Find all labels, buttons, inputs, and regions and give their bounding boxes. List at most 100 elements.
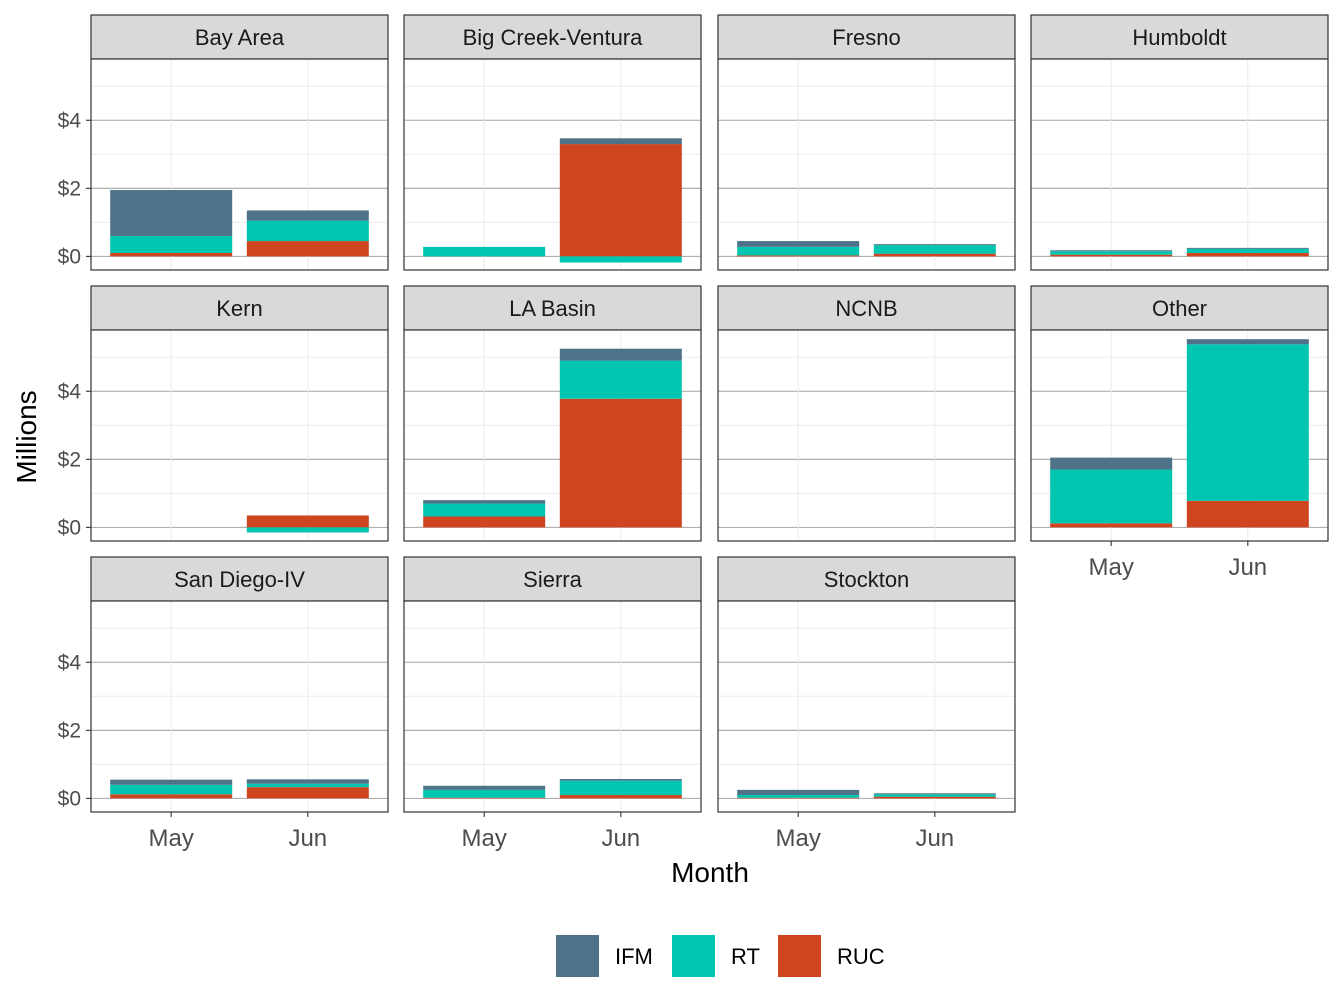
bar-big-creek-ventura-jun-ifm — [559, 138, 682, 145]
y-tick-label: $4 — [58, 109, 82, 132]
bar-humboldt-jun-ifm — [1186, 247, 1309, 249]
facet-stockton: Stockton May Jun — [717, 556, 1016, 852]
bar-san-diego-iv-may-rt — [110, 784, 233, 795]
bar-other-may-rt — [1050, 469, 1173, 524]
panel-background — [404, 601, 701, 812]
bar-sierra-jun-ifm — [559, 778, 682, 781]
legend-label-rt: RT — [731, 944, 760, 969]
panel-border — [717, 329, 1016, 542]
legend-label-ruc: RUC — [837, 944, 885, 969]
panel-border — [90, 58, 389, 271]
facet-sierra: Sierra May Jun — [403, 556, 702, 852]
bar-big-creek-ventura-jun-rt — [559, 256, 682, 263]
bar-big-creek-ventura-jun-ruc — [559, 144, 682, 257]
bar-other-may-ifm — [1050, 457, 1173, 470]
facet-title: Fresno — [832, 25, 900, 50]
panel-border — [90, 329, 389, 542]
bar-kern-jun-ruc — [246, 515, 369, 528]
y-tick-label: $4 — [58, 651, 82, 674]
facet-san-diego-iv: San Diego-IV $0 $2 $4 May Jun — [58, 556, 389, 852]
x-tick-label: May — [776, 825, 821, 852]
panel-border — [90, 600, 389, 813]
bar-fresno-may-ifm — [737, 241, 860, 247]
legend-swatch-ruc — [778, 935, 821, 977]
panel-background — [718, 330, 1015, 541]
panel-background — [718, 59, 1015, 270]
bar-fresno-jun-rt — [873, 245, 996, 254]
y-tick-label: $0 — [58, 245, 81, 268]
y-tick-label: $4 — [58, 380, 82, 403]
bar-bay-area-may-rt — [110, 235, 233, 253]
bar-fresno-may-ruc — [737, 255, 860, 257]
bar-stockton-jun-ifm — [873, 793, 996, 795]
bar-other-may-ruc — [1050, 523, 1173, 528]
facet-title: Kern — [216, 296, 262, 321]
bar-humboldt-jun-rt — [1186, 248, 1309, 253]
y-tick-label: $0 — [58, 516, 81, 539]
facet-strip — [1030, 285, 1329, 331]
bar-sierra-jun-rt — [559, 780, 682, 795]
facet-ncnb: NCNB — [717, 285, 1016, 542]
bar-sierra-may-ruc — [423, 797, 546, 799]
bar-humboldt-may-ifm — [1050, 250, 1173, 252]
facet-strip — [403, 14, 702, 60]
facet-strip — [90, 285, 389, 331]
facet-bay-area: Bay Area $0 $2 $4 — [58, 14, 389, 271]
facet-strip — [717, 285, 1016, 331]
panel-border — [403, 58, 702, 271]
facet-strip — [1030, 14, 1329, 60]
facet-kern: Kern $0 $2 $4 — [58, 285, 389, 542]
bar-la-basin-jun-ruc — [559, 398, 682, 528]
bar-fresno-may-rt — [737, 246, 860, 256]
panel-background — [91, 601, 388, 812]
facet-strip — [90, 14, 389, 60]
facet-title: Big Creek-Ventura — [463, 25, 644, 50]
panel-border — [403, 600, 702, 813]
bar-humboldt-may-ruc — [1050, 254, 1173, 257]
bar-stockton-jun-ruc — [873, 796, 996, 799]
panel-border — [1030, 58, 1329, 271]
bar-san-diego-iv-jun-ruc — [246, 787, 369, 799]
bar-kern-jun-rt — [246, 527, 369, 533]
x-tick-label: May — [1089, 554, 1134, 581]
bar-other-jun-ruc — [1186, 500, 1309, 528]
y-tick-label: $0 — [58, 787, 81, 810]
facet-title: Humboldt — [1132, 25, 1226, 50]
bar-other-jun-ifm — [1186, 339, 1309, 345]
legend: IFM RT RUC — [556, 935, 885, 977]
bar-sierra-may-rt — [423, 789, 546, 798]
facet-panels: Bay Area $0 $2 $4 Big Creek-Ventura Fresno Hum… — [58, 14, 1329, 852]
bar-san-diego-iv-jun-rt — [246, 783, 369, 788]
facet-title: LA Basin — [509, 296, 596, 321]
bar-bay-area-jun-ruc — [246, 241, 369, 257]
facet-fresno: Fresno — [717, 14, 1016, 271]
bar-humboldt-jun-ruc — [1186, 252, 1309, 257]
x-tick-label: Jun — [288, 825, 327, 852]
bar-big-creek-ventura-may-rt — [423, 246, 546, 257]
facet-strip — [717, 14, 1016, 60]
bar-san-diego-iv-jun-ifm — [246, 779, 369, 784]
x-tick-label: May — [462, 825, 507, 852]
panel-background — [718, 601, 1015, 812]
bar-bay-area-may-ruc — [110, 252, 233, 257]
legend-swatch-rt — [672, 935, 715, 977]
bar-sierra-jun-ruc — [559, 794, 682, 799]
bar-san-diego-iv-may-ruc — [110, 794, 233, 799]
bar-bay-area-may-ifm — [110, 190, 233, 236]
facet-big-creek-ventura: Big Creek-Ventura — [403, 14, 702, 271]
bar-bay-area-jun-ifm — [246, 210, 369, 221]
facet-title: Stockton — [824, 567, 910, 592]
facet-title: San Diego-IV — [174, 567, 305, 592]
panel-background — [1031, 59, 1328, 270]
facet-other: Other May Jun — [1030, 285, 1329, 581]
bar-la-basin-may-ruc — [423, 516, 546, 528]
bar-stockton-may-ruc — [737, 797, 860, 799]
facet-strip — [90, 556, 389, 602]
x-tick-label: Jun — [915, 825, 954, 852]
facet-title: Other — [1152, 296, 1207, 321]
x-tick-label: Jun — [601, 825, 640, 852]
bar-other-jun-rt — [1186, 344, 1309, 501]
facet-title: Bay Area — [195, 25, 285, 50]
bar-stockton-jun-rt — [873, 794, 996, 797]
